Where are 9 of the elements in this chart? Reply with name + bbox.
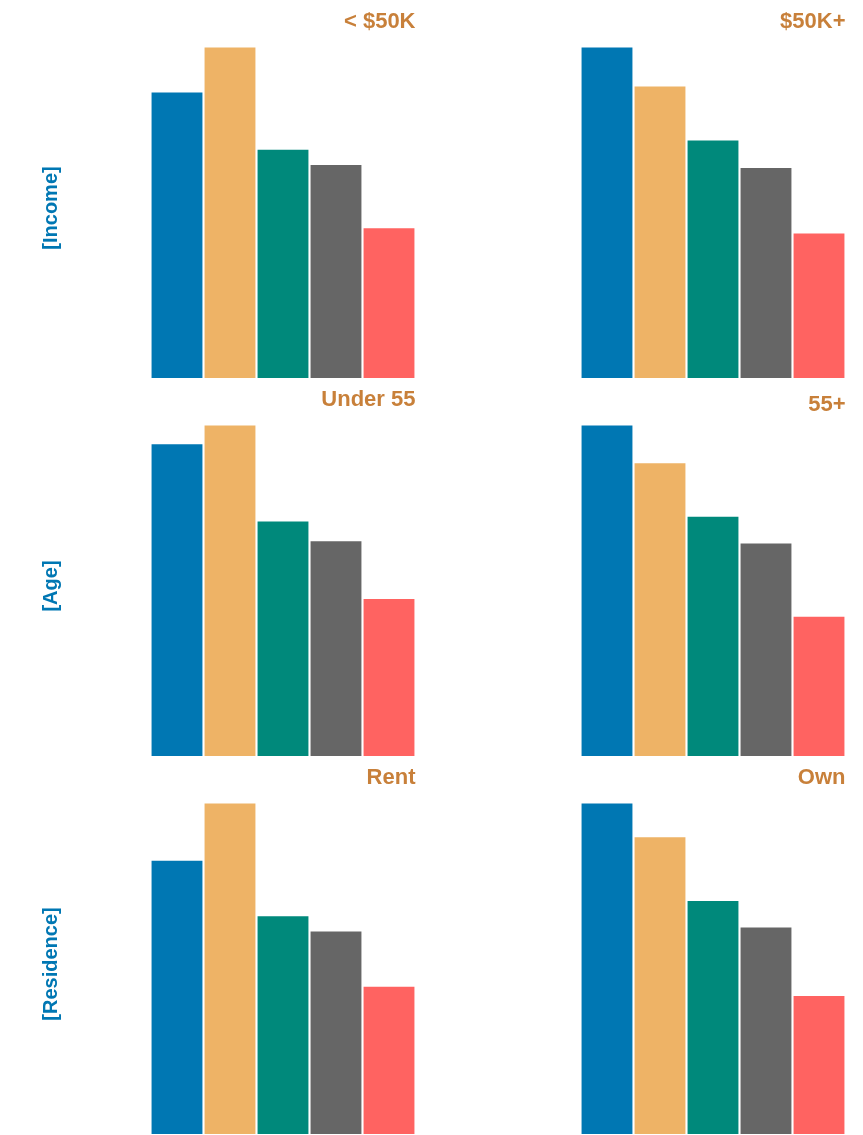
- chart-title: $50K+: [780, 7, 846, 33]
- chart-title: Own: [797, 763, 846, 789]
- chart-title: 55+: [808, 390, 846, 416]
- y-axis-title: [Residence]: [38, 907, 61, 1021]
- chart-title: Under 55: [321, 385, 416, 411]
- y-axis-title: [Age]: [38, 560, 61, 612]
- chart-title: < $50K: [343, 7, 416, 33]
- chart-title: Rent: [366, 763, 417, 789]
- y-axis-title: [Income]: [38, 166, 61, 250]
